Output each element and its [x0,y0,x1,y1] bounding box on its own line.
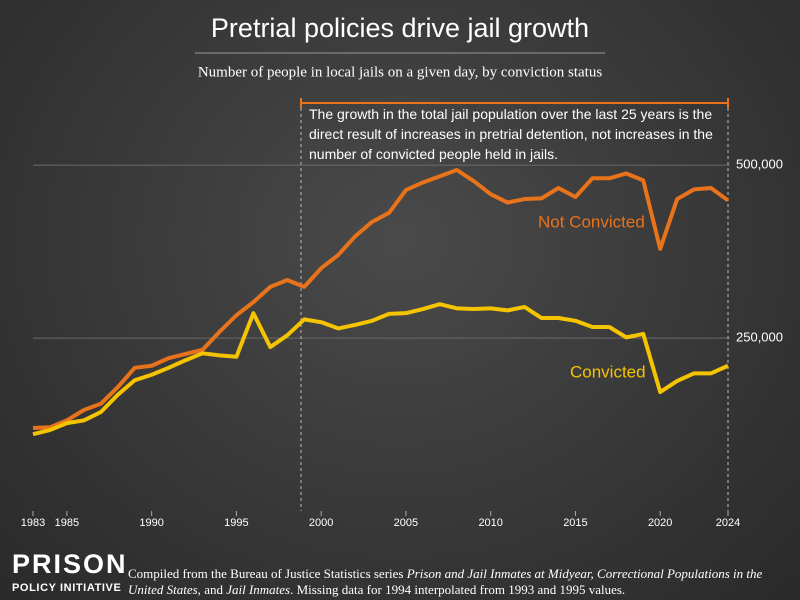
x-tick-label: 2000 [309,517,333,529]
logo-text: PRISON [12,549,128,579]
x-tick-label: 2015 [563,517,587,529]
series-label: Convicted [570,362,646,381]
y-tick-label: 250,000 [736,330,783,345]
x-tick-label: 1990 [139,517,163,529]
source-note: Compiled from the Bureau of Justice Stat… [128,566,768,598]
x-tick-label: 1995 [224,517,248,529]
source-text: Prison and Jail Inmates at Midyear, Corr… [128,566,763,597]
x-tick-label: 2020 [648,517,672,529]
x-tick-label: 1985 [55,517,79,529]
series-line [32,168,730,430]
x-tick-label: 2005 [394,517,418,529]
series-line [32,302,729,437]
source-text: Compiled from the Bureau of Justice Stat… [128,566,407,581]
source-text: and [200,582,227,597]
series-label: Not Convicted [538,212,645,231]
source-text: . Missing data for 1994 interpolated fro… [290,582,626,597]
logo-text: POLICY INITIATIVE [12,582,121,594]
chart-subtitle: Number of people in local jails on a giv… [198,64,603,80]
y-tick-label: 500,000 [736,157,783,172]
annotation: The growth in the total jail population … [309,106,713,162]
x-tick-label: 1983 [21,517,45,529]
chart-title: Pretrial policies drive jail growth [211,13,589,43]
x-tick-label: 2024 [716,517,740,529]
source-text: Jail Inmates [226,582,291,597]
x-tick-label: 2010 [478,517,502,529]
